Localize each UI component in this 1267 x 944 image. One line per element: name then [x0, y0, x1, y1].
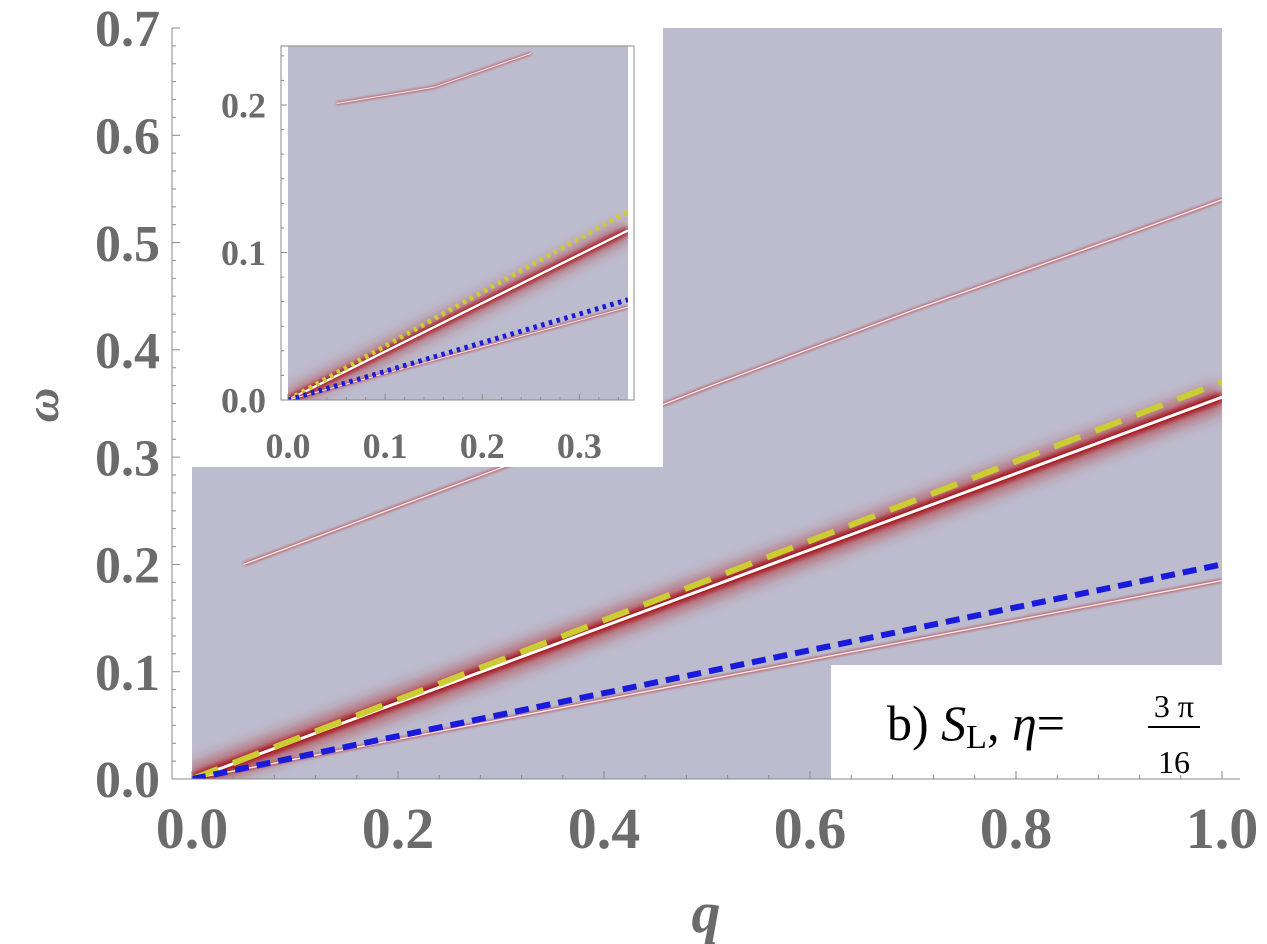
- main-x-tick-label: 0.8: [980, 796, 1053, 861]
- inset-plot: 0.0 0.1 0.2 0.3 0.0 0.1 0.2: [221, 45, 635, 466]
- inset-plot-background: [288, 46, 628, 400]
- main-y-tick-label: 0.4: [95, 323, 160, 380]
- annotation-denominator: 16: [1158, 744, 1190, 780]
- y-axis-title: ω: [16, 388, 69, 423]
- inset-spectral-bands: [288, 51, 628, 400]
- main-y-tick-label: 0.2: [95, 538, 160, 595]
- main-y-tick-label: 0.1: [95, 645, 160, 702]
- panel-annotation: b) SL, η= 3 π 16: [887, 688, 1200, 780]
- main-axis-ticks: 0.0 0.2 0.4 0.6 0.8 1.0 0.0 0.1 0.2 0.3 0.4 0.5 0.6 0…: [95, 1, 1258, 861]
- annotation-symbol: S: [941, 695, 966, 751]
- main-reference-lines: [192, 379, 1222, 779]
- annotation-equals: =: [1037, 695, 1065, 751]
- main-y-tick-label: 0.7: [95, 1, 160, 58]
- main-plot: 0.0 0.2 0.4 0.6 0.8 1.0 0.0 0.1 0.2 0.3 0.4 0.5 0.6 0…: [16, 1, 1258, 944]
- inset-reference-lines: [288, 209, 628, 400]
- main-x-tick-label: 0.2: [362, 796, 435, 861]
- inset-band-main-mode-core: [288, 229, 628, 400]
- annotation-subscript: L: [966, 719, 987, 756]
- main-band-upper-mode: [243, 199, 1222, 566]
- inset-series-yellow-dotted: [288, 209, 628, 400]
- annotation-greek: η: [1012, 695, 1037, 751]
- main-y-tick-label: 0.5: [95, 216, 160, 273]
- inset-x-tick-label: 0.2: [460, 426, 505, 466]
- inset-y-tick-label: 0.2: [221, 86, 266, 126]
- inset-frame: [280, 45, 635, 401]
- inset-y-tick-label: 0.0: [221, 381, 266, 421]
- main-x-tick-label: 0.4: [568, 796, 641, 861]
- x-axis-title: q: [692, 880, 721, 944]
- inset-x-tick-label: 0.0: [266, 426, 311, 466]
- main-y-tick-label: 0.6: [95, 108, 160, 165]
- inset-band-upper-mode: [336, 52, 532, 104]
- main-x-tick-label: 1.0: [1186, 796, 1259, 861]
- inset-y-tick-label: 0.1: [221, 233, 266, 273]
- main-y-tick-label: 0.0: [95, 752, 160, 809]
- main-band-lower-mode: [192, 579, 1222, 779]
- main-y-tick-label: 0.3: [95, 430, 160, 487]
- annotation-prefix: b): [887, 695, 941, 751]
- main-plot-background: [192, 28, 1222, 779]
- main-x-tick-label: 0.6: [774, 796, 847, 861]
- annotation-numerator: 3 π: [1154, 688, 1194, 724]
- main-series-yellow-dashed: [192, 379, 1222, 779]
- inset-series-blue-dotted: [288, 297, 628, 400]
- inset-x-tick-label: 0.3: [557, 426, 602, 466]
- annotation-separator: ,: [987, 695, 1012, 751]
- svg-text:b) SL, η=: b) SL, η=: [887, 695, 1065, 756]
- inset-x-tick-label: 0.1: [363, 426, 408, 466]
- inset-axis-ticks: 0.0 0.1 0.2 0.3 0.0 0.1 0.2: [221, 55, 619, 466]
- main-x-tick-label: 0.0: [156, 796, 229, 861]
